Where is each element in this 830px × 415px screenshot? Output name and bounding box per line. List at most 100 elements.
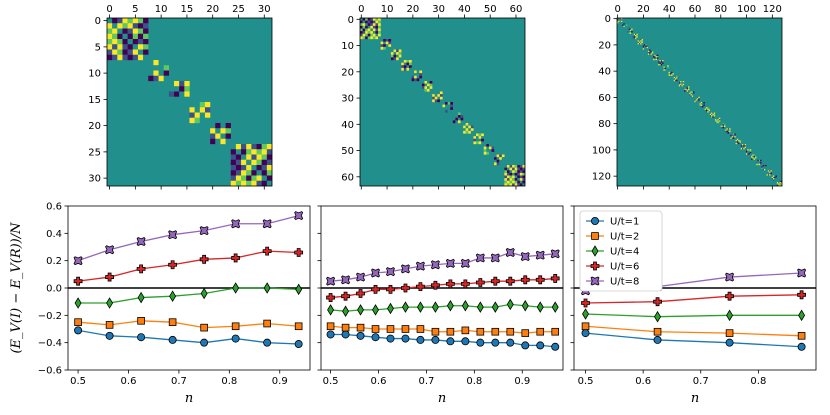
matrix-cell xyxy=(432,96,435,100)
matrix-cell xyxy=(370,23,374,27)
data-point-u2 xyxy=(653,327,662,336)
matrix-cell xyxy=(659,61,661,63)
data-point-u6 xyxy=(136,264,146,274)
matrix-cell xyxy=(740,144,743,146)
matrix-cell xyxy=(455,115,459,118)
matrix-cell xyxy=(691,95,694,97)
data-point-u6 xyxy=(725,291,734,301)
matrix-cell xyxy=(468,128,472,132)
data-point-u1 xyxy=(581,329,590,338)
matrix-cell xyxy=(378,36,381,40)
matrix-cell xyxy=(132,23,139,29)
matrix-cell xyxy=(751,155,753,158)
matrix-cell xyxy=(757,163,759,166)
matrix-cell xyxy=(204,117,211,124)
data-point-u8 xyxy=(341,275,351,285)
data-point-u4 xyxy=(401,301,409,313)
data-point-u4 xyxy=(74,297,82,309)
matrix-cell xyxy=(174,91,180,97)
matrix-cell xyxy=(620,18,623,20)
data-point-u6 xyxy=(199,254,209,264)
matrix-cell xyxy=(132,39,139,45)
matrix-cell xyxy=(439,96,443,100)
matrix-cell xyxy=(668,74,671,76)
matrix-cell xyxy=(675,79,677,82)
matrix-cell xyxy=(637,39,640,41)
matrix-cell xyxy=(619,21,622,24)
matrix-cell xyxy=(718,117,721,120)
matrix-cell xyxy=(771,176,774,179)
matrix-cell xyxy=(421,83,425,87)
matrix-cell xyxy=(641,42,643,45)
matrix-cell xyxy=(158,75,164,82)
matrix-cell xyxy=(685,90,687,92)
matrix-cell xyxy=(734,134,736,137)
matrix-cell xyxy=(776,182,779,184)
data-point-u6 xyxy=(356,289,365,298)
matrix-cell xyxy=(189,112,195,118)
matrix-cell xyxy=(618,20,620,23)
matrix-cell xyxy=(517,167,520,171)
matrix-cell xyxy=(705,111,708,113)
matrix-cell xyxy=(179,86,185,92)
series-line-u6 xyxy=(77,250,299,282)
matrix-cell xyxy=(390,52,394,55)
matrix-cell xyxy=(365,36,368,40)
matrix-cell xyxy=(132,33,139,40)
matrix-cell xyxy=(522,175,526,179)
matrix-cell xyxy=(722,125,725,128)
matrix-cell xyxy=(488,151,492,155)
matrix-cell xyxy=(370,25,374,29)
matrix-cell xyxy=(678,83,681,86)
data-point-u1 xyxy=(137,333,146,342)
matrix-cell xyxy=(663,65,665,67)
matrix-cell xyxy=(517,165,520,168)
matrix-cell xyxy=(705,109,708,112)
matrix-cell xyxy=(246,170,252,176)
matrix-cell xyxy=(619,20,622,23)
matrix-cell xyxy=(748,150,750,153)
matrix-cell xyxy=(699,104,701,107)
matrix-cell xyxy=(419,78,423,82)
matrix-cell xyxy=(362,36,366,40)
matrix-cell xyxy=(486,149,490,153)
matrix-cell xyxy=(705,107,708,109)
matrix-cell xyxy=(703,105,705,108)
matrix-cell xyxy=(754,158,757,160)
matrix-cell xyxy=(685,87,687,90)
matrix-cell xyxy=(385,39,389,42)
matrix-cell xyxy=(718,121,721,124)
data-point-u1 xyxy=(431,335,440,344)
matrix-cell xyxy=(434,99,438,103)
matrix-cell xyxy=(512,172,515,176)
matrix-cell xyxy=(638,42,641,45)
matrix-cell xyxy=(179,96,185,103)
matrix-cell xyxy=(696,99,699,101)
data-point-u1 xyxy=(461,337,470,346)
matrix-cell xyxy=(653,54,655,57)
matrix-cell xyxy=(771,175,774,177)
data-point-u8 xyxy=(430,260,440,270)
matrix-xtick-label: 15 xyxy=(181,4,194,15)
matrix-cell xyxy=(702,103,704,105)
matrix-cell xyxy=(460,115,464,118)
matrix-cell xyxy=(743,145,745,147)
data-point-u8 xyxy=(105,245,115,255)
data-point-u2 xyxy=(551,327,560,336)
data-point-u4 xyxy=(263,282,271,294)
matrix-cell xyxy=(653,58,655,61)
xtick-label: 0.6 xyxy=(635,376,651,387)
matrix-cell xyxy=(744,145,747,147)
matrix-cell xyxy=(504,165,508,168)
data-point-u1 xyxy=(416,335,425,344)
matrix-cell xyxy=(427,88,430,92)
matrix-cell xyxy=(522,165,526,168)
matrix-cell xyxy=(651,49,654,51)
matrix-cell xyxy=(765,166,767,168)
matrix-cell xyxy=(256,170,262,176)
data-point-u6 xyxy=(581,298,590,308)
matrix-ytick-label: 40 xyxy=(598,67,611,78)
matrix-cell xyxy=(709,113,712,116)
matrix-cell xyxy=(645,46,647,49)
matrix-cell xyxy=(636,33,638,36)
